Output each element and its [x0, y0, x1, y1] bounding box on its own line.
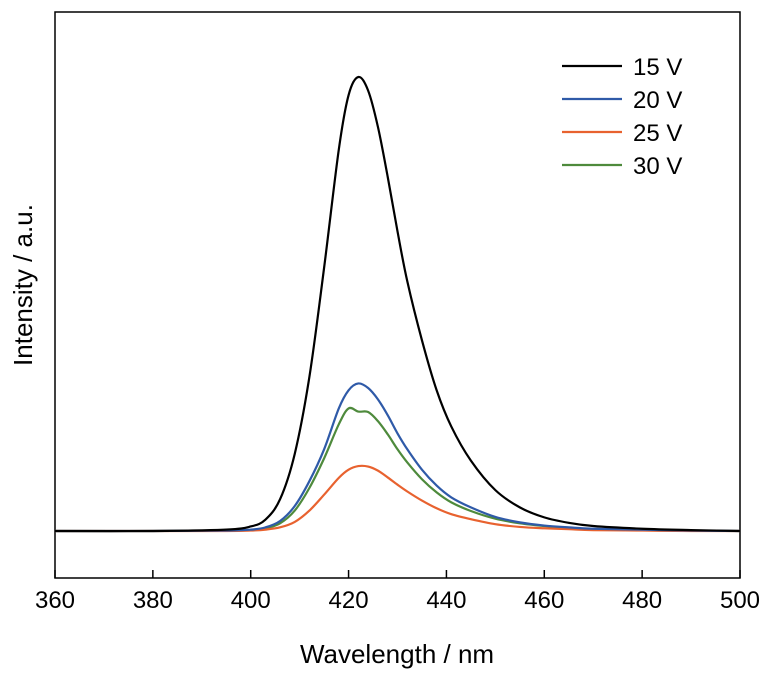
- series-line-30v: [54, 406, 741, 533]
- x-tick-label: 500: [720, 587, 760, 614]
- x-tick-label: 460: [524, 587, 564, 614]
- legend-label: 30 V: [633, 153, 682, 180]
- legend-label: 25 V: [633, 120, 682, 147]
- x-axis-ticks: 360 380 400 420 440 460 480 500: [35, 570, 760, 614]
- legend-label: 20 V: [633, 87, 682, 114]
- x-axis-label: Wavelength / nm: [300, 639, 494, 669]
- series-line-15v: [54, 75, 741, 533]
- series-line-25v: [55, 464, 741, 533]
- x-tick-label: 420: [329, 587, 369, 614]
- legend: 15 V 20 V 25 V 30 V: [562, 54, 682, 180]
- y-axis-label: Intensity / a.u.: [8, 204, 38, 366]
- series-layer: [54, 75, 741, 533]
- x-tick-label: 480: [622, 587, 662, 614]
- x-tick-label: 360: [35, 587, 75, 614]
- x-tick-label: 400: [231, 587, 271, 614]
- x-tick-label: 440: [426, 587, 466, 614]
- series-line-20v: [54, 382, 741, 533]
- legend-label: 15 V: [633, 54, 682, 81]
- plot-frame: [54, 11, 741, 579]
- x-tick-label: 380: [133, 587, 173, 614]
